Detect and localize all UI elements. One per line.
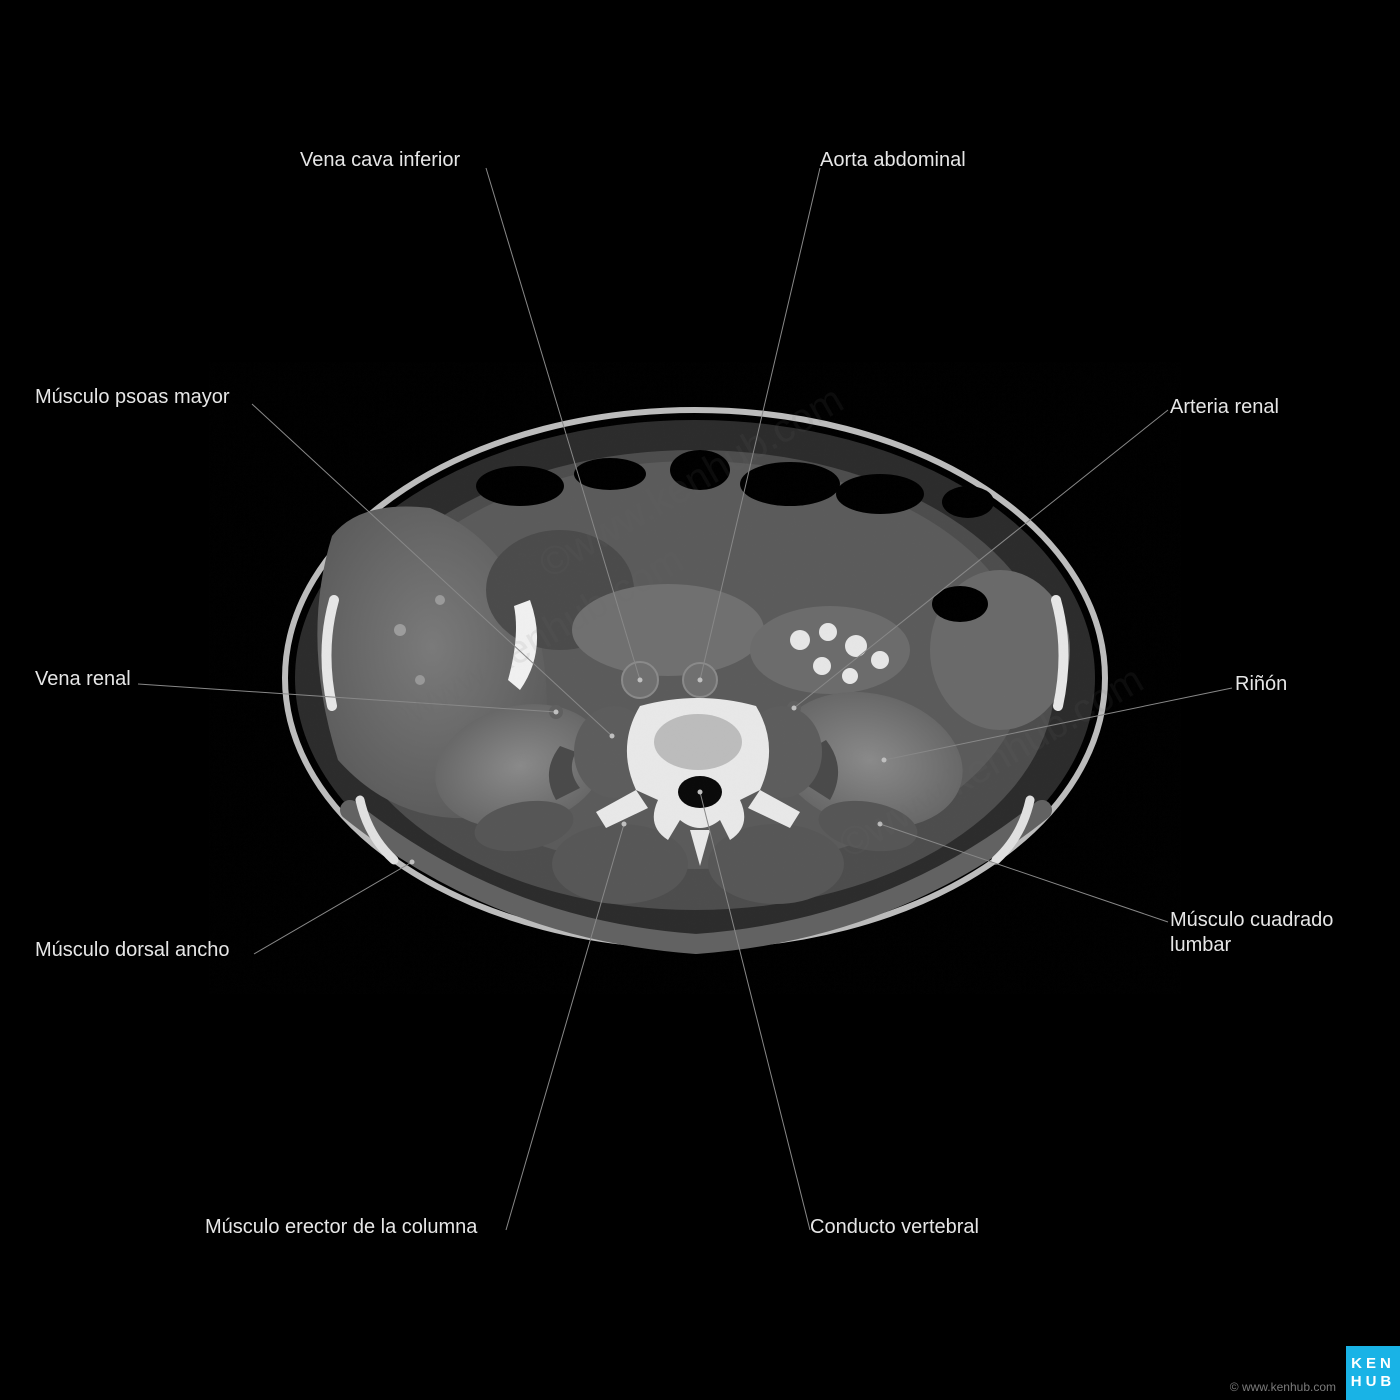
- leader-psoas-mayor: [252, 404, 612, 736]
- leader-aorta-abdominal: [700, 168, 820, 680]
- leader-dot-aorta-abdominal: [698, 678, 703, 683]
- label-conducto-vertebral: Conducto vertebral: [810, 1215, 979, 1240]
- label-aorta-abdominal: Aorta abdominal: [820, 148, 966, 173]
- leader-dot-arteria-renal: [792, 706, 797, 711]
- leader-dot-psoas-mayor: [610, 734, 615, 739]
- leader-dot-conducto-vertebral: [698, 790, 703, 795]
- label-vena-renal: Vena renal: [35, 667, 131, 692]
- leader-dot-rinon: [882, 758, 887, 763]
- kenhub-logo: KEN HUB: [1346, 1346, 1400, 1400]
- logo-line1: KEN: [1351, 1355, 1395, 1373]
- copyright-text: © www.kenhub.com: [1230, 1380, 1336, 1394]
- leader-erector-columna: [506, 824, 624, 1230]
- label-dorsal-ancho: Músculo dorsal ancho: [35, 938, 230, 963]
- leader-conducto-vertebral: [700, 792, 810, 1230]
- leader-arteria-renal: [794, 410, 1168, 708]
- leader-lines: [0, 0, 1400, 1400]
- label-arteria-renal: Arteria renal: [1170, 395, 1279, 420]
- leader-vena-renal: [138, 684, 556, 712]
- label-rinon: Riñón: [1235, 672, 1287, 697]
- leader-dot-vena-cava-inferior: [638, 678, 643, 683]
- leader-cuadrado-lumbar: [880, 824, 1168, 922]
- logo-line2: HUB: [1351, 1373, 1396, 1391]
- label-erector-columna: Músculo erector de la columna: [205, 1215, 477, 1240]
- leader-dot-dorsal-ancho: [410, 860, 415, 865]
- label-psoas-mayor: Músculo psoas mayor: [35, 385, 230, 410]
- leader-rinon: [884, 688, 1232, 760]
- leader-dot-cuadrado-lumbar: [878, 822, 883, 827]
- leader-vena-cava-inferior: [486, 168, 640, 680]
- leader-dot-erector-columna: [622, 822, 627, 827]
- leader-dot-vena-renal: [554, 710, 559, 715]
- leader-dorsal-ancho: [254, 862, 412, 954]
- label-vena-cava-inferior: Vena cava inferior: [300, 148, 460, 173]
- label-cuadrado-lumbar: Músculo cuadrado lumbar: [1170, 908, 1333, 958]
